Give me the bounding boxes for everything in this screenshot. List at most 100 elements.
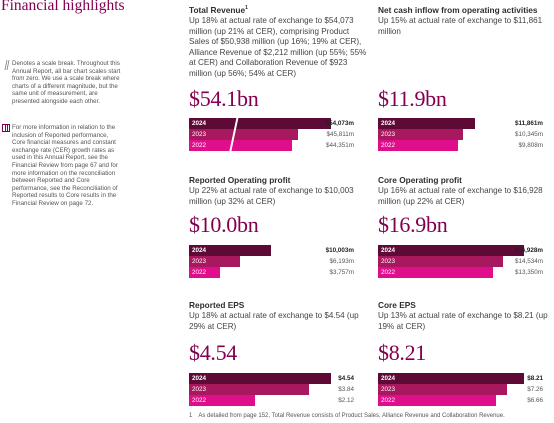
bar-row-2024: 2024 $4.54 <box>189 373 355 384</box>
footnote-mark: 1 <box>189 413 193 419</box>
value-label: $9,808m <box>518 142 543 149</box>
value-label: $11,861m <box>514 120 543 127</box>
headline-value: $4.54 <box>189 340 238 365</box>
bar-row-2023: 2023 $6,193m <box>189 256 355 267</box>
headline-value: $11.9bn <box>378 86 447 111</box>
bar-row-2023: 2023 $3.84 <box>189 384 355 395</box>
year-label: 2022 <box>192 397 207 404</box>
page-title: Financial highlights <box>1 0 125 14</box>
bar-2024 <box>378 245 524 256</box>
bar-chart: 2024 $4.54 2023 $3.84 2022 $2.12 <box>189 373 355 406</box>
panel-title-text: Core EPS <box>378 300 416 310</box>
footnote-text: As detailed from page 152, Total Revenue… <box>198 413 505 419</box>
year-label: 2022 <box>192 269 207 276</box>
panel-description: Up 18% at actual rate of exchange to $54… <box>189 16 367 78</box>
panel-description: Up 16% at actual rate of exchange to $16… <box>378 186 543 206</box>
scale-break-note: Denotes a scale break. Throughout this A… <box>12 60 121 105</box>
bar-2024 <box>189 373 331 384</box>
panel-title-text: Core Operating profit <box>378 175 462 185</box>
year-label: 2023 <box>381 131 396 138</box>
year-label: 2022 <box>381 397 396 404</box>
bar-row-2024: 2024 $11,861m <box>378 118 544 129</box>
bar-2024 <box>189 118 331 129</box>
bar-row-2022: 2022 $2.12 <box>189 395 355 406</box>
bar-2022 <box>378 267 494 278</box>
value-label: $6.66 <box>527 397 543 404</box>
bar-chart: 2024 $54,073m 2023 $45,811m 2022 $44,351m <box>189 117 355 151</box>
bar-row-2022: 2022 $6.66 <box>378 395 544 406</box>
year-label: 2022 <box>381 269 396 276</box>
bar-row-2022: 2022 $44,351m <box>189 140 355 151</box>
bar-2023 <box>378 129 463 140</box>
bar-chart: 2024 $11,861m 2023 $10,345m 2022 $9,808m <box>378 118 544 151</box>
panel-title-text: Reported EPS <box>189 300 245 310</box>
bar-row-2024: 2024 $54,073m <box>189 118 355 129</box>
value-label: $7.26 <box>527 386 543 393</box>
headline-value: $10.0bn <box>189 212 259 237</box>
footnote-ref: 1 <box>245 5 248 12</box>
bar-row-2023: 2023 $10,345m <box>378 129 544 140</box>
book-icon <box>2 124 10 132</box>
value-label: $54,073m <box>325 120 354 127</box>
bar-row-2024: 2024 $16,928m <box>378 245 544 256</box>
year-label: 2023 <box>381 258 396 265</box>
value-label: $14,534m <box>514 258 543 265</box>
year-label: 2023 <box>381 386 396 393</box>
bar-row-2023: 2023 $45,811m <box>189 129 355 140</box>
panel-description: Up 15% at actual rate of exchange to $11… <box>378 16 543 36</box>
headline-value: $8.21 <box>378 340 427 365</box>
year-label: 2024 <box>381 247 396 254</box>
value-label: $10,345m <box>514 131 543 138</box>
bar-2024 <box>189 245 271 256</box>
year-label: 2023 <box>192 386 207 393</box>
value-label: $8.21 <box>527 375 543 382</box>
bar-2022 <box>189 140 292 151</box>
bar-2022 <box>378 395 497 406</box>
value-label: $44,351m <box>325 142 354 149</box>
bar-2023 <box>189 384 310 395</box>
bar-2023 <box>378 384 508 395</box>
bar-2022 <box>189 267 220 278</box>
footnote: 1 As detailed from page 152, Total Revenu… <box>189 413 505 419</box>
bar-chart: 2024 $8.21 2023 $7.26 2022 $6.66 <box>378 373 544 406</box>
value-label: $3,757m <box>329 269 354 276</box>
year-label: 2024 <box>381 375 396 382</box>
panel-title-text: Net cash inflow from operating activitie… <box>378 5 538 15</box>
bar-chart: 2024 $10,003m 2023 $6,193m 2022 $3,757m <box>189 245 355 278</box>
bar-2023 <box>378 256 504 267</box>
panel-title-text: Total Revenue <box>189 5 246 15</box>
bar-2022 <box>189 395 256 406</box>
info-note: For more information in relation to the … <box>12 124 118 207</box>
bar-row-2022: 2022 $9,808m <box>378 140 544 151</box>
year-label: 2023 <box>192 131 207 138</box>
headline-value: $16.9bn <box>378 212 448 237</box>
panel-description: Up 22% at actual rate of exchange to $10… <box>189 186 354 206</box>
bar-2023 <box>189 129 298 140</box>
bar-row-2022: 2022 $3,757m <box>189 267 355 278</box>
year-label: 2022 <box>381 142 396 149</box>
scale-break-icon <box>2 59 10 71</box>
bar-row-2024: 2024 $10,003m <box>189 245 355 256</box>
year-label: 2023 <box>192 258 207 265</box>
year-label: 2024 <box>192 120 207 127</box>
panel-title-text: Reported Operating profit <box>189 175 291 185</box>
panel-description: Up 18% at actual rate of exchange to $4.… <box>189 311 359 331</box>
panel-title: Reported Operating profit <box>189 175 290 185</box>
bar-2022 <box>378 140 459 151</box>
bar-row-2024: 2024 $8.21 <box>378 373 544 384</box>
value-label: $16,928m <box>514 247 543 254</box>
value-label: $2.12 <box>338 397 354 404</box>
year-label: 2022 <box>192 142 207 149</box>
value-label: $3.84 <box>338 386 354 393</box>
panel-title: Net cash inflow from operating activitie… <box>378 5 538 15</box>
bar-chart: 2024 $16,928m 2023 $14,534m 2022 $13,350m <box>378 245 544 278</box>
value-label: $10,003m <box>325 247 354 254</box>
panel-description: Up 13% at actual rate of exchange to $8.… <box>378 311 548 331</box>
value-label: $13,350m <box>514 269 543 276</box>
year-label: 2024 <box>192 247 207 254</box>
bar-row-2023: 2023 $14,534m <box>378 256 544 267</box>
bar-2024 <box>378 118 475 129</box>
bar-row-2023: 2023 $7.26 <box>378 384 544 395</box>
panel-title: Total Revenue1 <box>189 5 248 15</box>
value-label: $4.54 <box>338 375 354 382</box>
